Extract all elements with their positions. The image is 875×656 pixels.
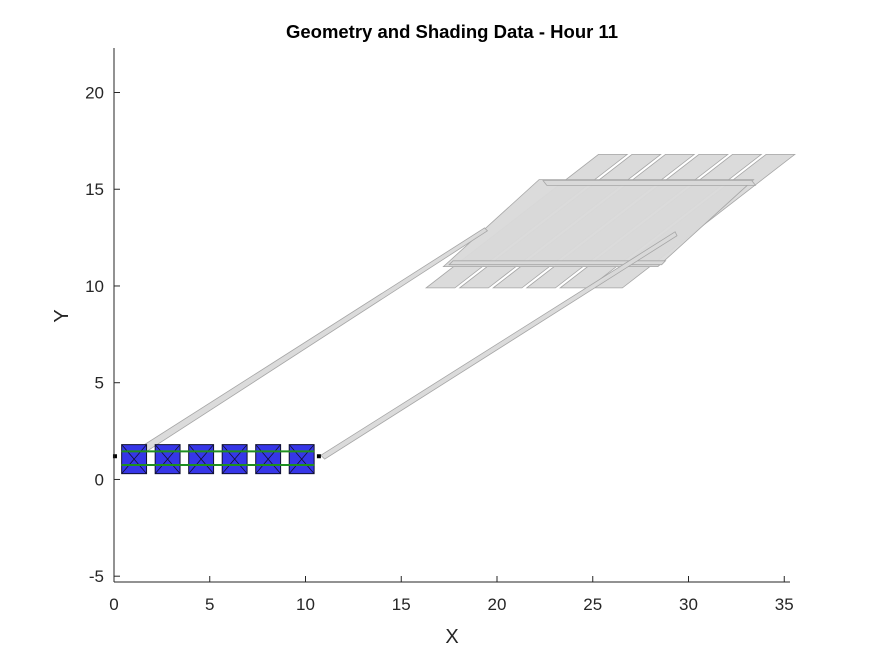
module-cross — [188, 444, 214, 474]
post-marker — [112, 454, 117, 459]
x-tick-label: 5 — [205, 595, 214, 614]
shadow-tube-band — [442, 179, 755, 268]
x-tick-label: 10 — [296, 595, 315, 614]
shadow-tube-lower — [448, 260, 667, 266]
x-ticks: 0 5 10 15 20 25 30 35 — [109, 576, 794, 614]
shading-layer — [128, 153, 796, 461]
module-cross — [154, 444, 181, 474]
module-cross — [288, 444, 315, 474]
y-tick-label: 15 — [85, 180, 104, 199]
y-ticks: -5 0 5 10 15 20 — [85, 84, 120, 586]
y-axis-label: Y — [51, 309, 73, 322]
post-marker — [316, 454, 321, 459]
chart-title: Geometry and Shading Data - Hour 11 — [286, 21, 618, 42]
x-tick-label: 15 — [392, 595, 411, 614]
x-tick-label: 25 — [583, 595, 602, 614]
y-tick-label: 10 — [85, 277, 104, 296]
post-shadow-right — [320, 231, 678, 460]
y-tick-label: 0 — [95, 470, 104, 489]
module-cross — [255, 444, 281, 474]
axes: 0 5 10 15 20 25 30 35 -5 0 5 10 15 20 — [85, 48, 794, 614]
module-cross — [221, 444, 248, 474]
shadow-tube-upper — [542, 180, 757, 186]
x-tick-label: 30 — [679, 595, 698, 614]
y-tick-label: -5 — [89, 567, 104, 586]
y-tick-label: 5 — [95, 374, 104, 393]
y-tick-label: 20 — [85, 84, 104, 103]
x-tick-label: 0 — [109, 595, 118, 614]
module-layer — [112, 444, 321, 475]
x-tick-label: 20 — [488, 595, 507, 614]
x-axis-label: X — [445, 626, 458, 648]
x-tick-label: 35 — [775, 595, 794, 614]
module-cross — [121, 444, 147, 474]
plot-area — [112, 153, 796, 475]
